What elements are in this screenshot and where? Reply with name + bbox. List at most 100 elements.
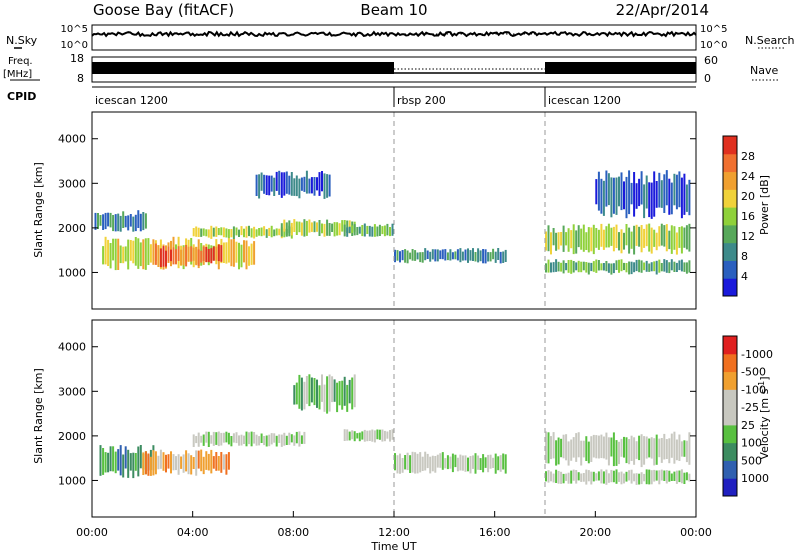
echo-cell: [683, 472, 686, 484]
echo-cell: [600, 469, 603, 484]
echo-cell: [137, 238, 140, 269]
echo-cell: [623, 181, 625, 210]
echo-cell: [572, 224, 575, 255]
echo-cell: [321, 171, 323, 192]
echo-cell: [399, 453, 401, 474]
colorbar-tick-label: 24: [741, 170, 755, 183]
velocity-echo-marks: [99, 374, 691, 485]
colorbar-cell: [723, 207, 737, 226]
echo-cell: [147, 238, 150, 265]
echo-cell: [232, 433, 235, 443]
echo-cell: [653, 438, 656, 466]
echo-cell: [210, 435, 213, 444]
echo-cell: [575, 262, 578, 271]
colorbar-tick-label: -500: [741, 366, 766, 379]
echo-cell: [414, 250, 417, 261]
echo-cell: [142, 239, 145, 270]
echo-cell: [104, 452, 107, 473]
echo-cell: [283, 219, 286, 232]
echo-cell: [605, 432, 608, 460]
echo-cell: [127, 239, 130, 270]
echo-cell: [326, 376, 329, 414]
echo-cell: [326, 219, 329, 236]
echo-cell: [268, 175, 271, 196]
colorbar-cell: [723, 278, 737, 297]
echo-cell: [230, 229, 233, 238]
echo-cell: [109, 243, 112, 269]
echo-cell: [371, 226, 374, 237]
echo-cell: [670, 473, 673, 481]
echo-cell: [404, 455, 407, 470]
echo-cell: [238, 242, 240, 270]
echo-cell: [348, 226, 351, 233]
echo-cell: [645, 224, 648, 247]
echo-cell: [114, 451, 117, 474]
echo-cell: [363, 223, 366, 237]
echo-cell: [602, 180, 605, 216]
echo-cell: [565, 232, 568, 246]
y-tick-label: 3000: [58, 177, 86, 190]
echo-cell: [235, 241, 238, 263]
echo-cell: [182, 246, 185, 266]
colorbar-tick-label: -100: [741, 383, 766, 396]
echo-cell: [401, 250, 404, 261]
cpid-segment-label: icescan 1200: [548, 94, 621, 107]
echo-cell: [217, 456, 220, 471]
echo-cell: [650, 227, 653, 254]
x-tick-label: 20:00: [579, 526, 611, 539]
echo-cell: [620, 438, 623, 457]
echo-cell: [149, 456, 152, 476]
echo-cell: [298, 221, 301, 233]
echo-cell: [658, 470, 661, 485]
echo-cell: [265, 229, 268, 238]
echo-cell: [567, 472, 570, 484]
echo-cell: [232, 238, 235, 267]
echo-cell: [180, 249, 183, 266]
echo-cell: [270, 175, 273, 192]
echo-cell: [137, 210, 140, 228]
echo-cell: [200, 228, 203, 237]
echo-cell: [643, 262, 646, 271]
echo-cell: [454, 251, 457, 260]
echo-cell: [348, 431, 351, 441]
echo-cell: [212, 227, 215, 237]
echo-cell: [129, 453, 132, 471]
echo-cell: [230, 436, 233, 447]
echo-cell: [426, 250, 429, 259]
echo-cell: [557, 261, 560, 272]
echo-cell: [650, 262, 653, 272]
noise-left-label: N.Sky: [6, 34, 38, 47]
echo-cell: [298, 374, 301, 409]
echo-cell: [658, 259, 661, 273]
echo-cell: [655, 470, 658, 481]
echo-cell: [633, 473, 636, 482]
echo-cell: [436, 249, 439, 262]
echo-cell: [607, 173, 610, 206]
echo-cell: [600, 223, 603, 247]
echo-cell: [144, 238, 147, 270]
echo-cell: [472, 455, 474, 469]
echo-cell: [205, 431, 208, 443]
echo-cell: [205, 451, 208, 470]
echo-cell: [202, 228, 205, 236]
echo-cell: [99, 215, 102, 226]
echo-cell: [497, 456, 500, 471]
echo-cell: [295, 175, 298, 197]
echo-cell: [109, 446, 112, 472]
echo-cell: [142, 212, 145, 231]
echo-cell: [605, 170, 608, 207]
echo-cell: [134, 237, 137, 266]
echo-cell: [127, 215, 130, 231]
echo-cell: [688, 473, 691, 482]
colorbar-tick-label: 20: [741, 190, 755, 203]
echo-cell: [587, 262, 590, 275]
echo-cell: [625, 176, 628, 219]
echo-cell: [489, 252, 492, 262]
echo-cell: [623, 436, 625, 458]
echo-cell: [222, 432, 225, 443]
echo-cell: [565, 473, 568, 481]
noise-right-tick-bottom: 10^0: [700, 40, 727, 51]
echo-cell: [673, 173, 676, 206]
echo-cell: [245, 431, 248, 447]
